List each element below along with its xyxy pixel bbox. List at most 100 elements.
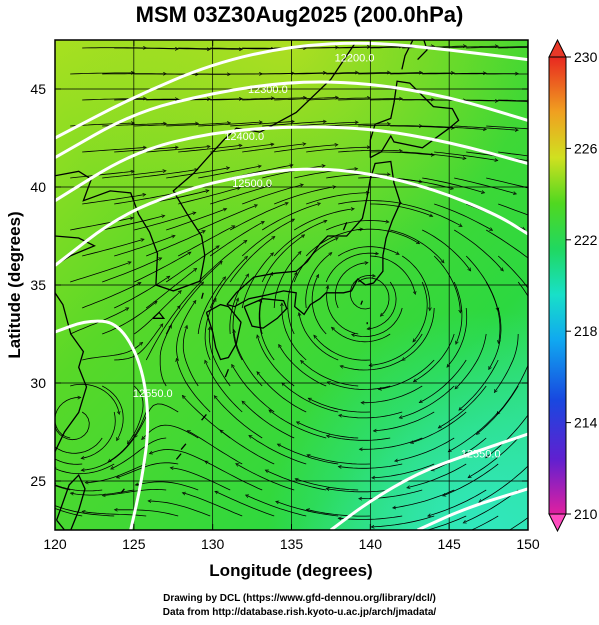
- contour-3: [55, 167, 528, 267]
- streamline-50: [145, 307, 179, 361]
- contour-2: [55, 125, 528, 202]
- streamline-126: [259, 300, 275, 361]
- streamline-244: [408, 463, 467, 488]
- streamline-268: [498, 364, 528, 414]
- streamline-220: [370, 333, 423, 365]
- streamline-182: [327, 287, 359, 335]
- streamline-255: [497, 255, 528, 289]
- streamline-218: [414, 281, 428, 341]
- streamline-103: [241, 220, 293, 257]
- streamline-26: [102, 216, 163, 231]
- streamline-83: [198, 205, 256, 231]
- streamline-157: [326, 174, 389, 179]
- streamline-270: [487, 414, 528, 457]
- streamline-33: [82, 411, 116, 458]
- streamline-122: [273, 221, 326, 257]
- streamline-139: [306, 193, 368, 205]
- streamline-53: [83, 437, 135, 470]
- streamline-253: [498, 203, 528, 216]
- streamline-208: [339, 515, 403, 519]
- streamline-132: [216, 492, 275, 517]
- streamline-256: [485, 281, 500, 342]
- streamline-237: [453, 281, 463, 343]
- colorbar-bottom-arrow: [548, 513, 567, 533]
- streamline-219: [403, 307, 435, 360]
- coastline-5: [226, 160, 401, 316]
- streamline-151: [247, 496, 307, 517]
- x-tick-label-140: 140: [359, 536, 383, 552]
- streamline-72: [112, 437, 167, 469]
- colorbar-label-222: 222: [574, 232, 598, 248]
- y-tick-label-30: 30: [30, 375, 46, 391]
- streamline-52: [109, 411, 147, 461]
- colorbar-label-226: 226: [574, 140, 598, 156]
- streamline-88: [204, 300, 215, 361]
- streamline-263: [444, 463, 499, 495]
- streamline-187: [308, 455, 371, 465]
- streamline-115: [262, 73, 325, 74]
- streamline-246: [426, 515, 467, 530]
- streamline-222: [362, 385, 423, 403]
- streamline-239: [415, 333, 455, 381]
- streamline-207: [327, 489, 391, 493]
- coastline-15: [200, 292, 204, 299]
- streamline-4: [82, 148, 145, 153]
- coastline-16: [342, 222, 348, 231]
- streamline-227: [372, 515, 435, 527]
- streamline-128: [232, 366, 275, 413]
- streamline-87: [197, 278, 225, 335]
- streamline-260: [439, 385, 487, 427]
- streamline-174: [358, 126, 421, 127]
- streamline-118: [274, 145, 337, 153]
- streamline-150: [237, 464, 295, 491]
- y-tick-label-40: 40: [30, 179, 46, 195]
- streamline-183: [315, 336, 371, 361]
- streamline-160: [337, 246, 398, 257]
- streamline-5: [70, 171, 133, 179]
- y-tick-label-35: 35: [30, 277, 46, 293]
- streamline-123: [261, 236, 303, 283]
- coastline-9: [180, 443, 187, 451]
- streamline-257: [489, 307, 502, 369]
- streamline-31: [114, 325, 162, 361]
- streamline-159: [326, 221, 388, 231]
- streamline-266: [517, 281, 528, 297]
- streamline-251: [498, 151, 528, 156]
- streamline-228: [466, 47, 528, 48]
- streamline-265: [470, 515, 499, 530]
- streamline-167: [270, 411, 327, 439]
- streamline-196: [402, 203, 461, 226]
- streamline-258: [456, 333, 487, 388]
- streamline-136: [294, 122, 357, 127]
- streamline-173: [370, 100, 433, 101]
- streamline-98: [230, 122, 293, 127]
- y-tick-label-45: 45: [30, 81, 46, 97]
- credit-line-2: Data from http://database.rish.kyoto-u.a…: [162, 607, 437, 618]
- streamline-30: [102, 302, 156, 335]
- streamline-164: [299, 314, 339, 361]
- y-axis-title: Latitude (degrees): [5, 211, 24, 358]
- streamline-104: [229, 237, 274, 283]
- streamline-28: [102, 258, 160, 283]
- streamline-216: [422, 229, 470, 270]
- streamline-32: [102, 385, 124, 440]
- streamline-45: [134, 213, 195, 231]
- coastline-8: [417, 40, 428, 61]
- streamline-29: [114, 277, 169, 309]
- streamline-247: [498, 48, 528, 49]
- streamline-140: [293, 209, 353, 231]
- streamline-62: [166, 168, 228, 179]
- streamline-186: [298, 422, 359, 439]
- streamline-73: [118, 462, 179, 478]
- streamline-231: [454, 125, 517, 130]
- streamline-129: [215, 397, 263, 439]
- streamline-74: [104, 488, 167, 495]
- streamline-223: [375, 411, 435, 431]
- streamline-241: [400, 385, 455, 418]
- streamline-144: [287, 273, 297, 335]
- streamline-61: [178, 145, 241, 153]
- height-contours: 12200.0 12300.0 12400.0 12500.0 12550.0 12550…: [55, 41, 528, 530]
- streamline-147: [258, 373, 307, 413]
- contour-label-5: 12550.0: [461, 449, 501, 461]
